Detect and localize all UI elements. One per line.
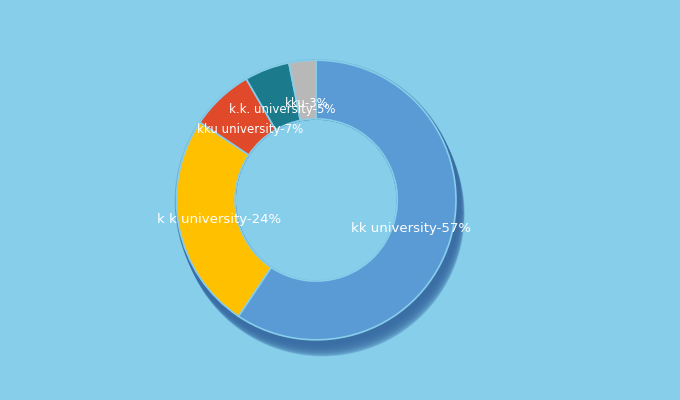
Text: kk university-57%: kk university-57% <box>352 222 471 235</box>
Polygon shape <box>180 69 462 352</box>
Wedge shape <box>289 60 316 120</box>
Polygon shape <box>180 70 463 353</box>
Polygon shape <box>177 63 460 346</box>
Polygon shape <box>181 73 464 356</box>
Polygon shape <box>181 72 463 354</box>
Text: kku university-7%: kku university-7% <box>197 122 303 136</box>
Polygon shape <box>177 64 460 347</box>
Text: kku-3%: kku-3% <box>285 97 328 110</box>
Polygon shape <box>176 61 458 344</box>
Wedge shape <box>239 60 456 340</box>
Polygon shape <box>175 60 458 343</box>
Wedge shape <box>176 122 271 316</box>
Polygon shape <box>176 62 459 345</box>
Polygon shape <box>178 66 461 348</box>
Polygon shape <box>179 68 462 351</box>
Text: k k university-24%: k k university-24% <box>156 213 281 226</box>
Wedge shape <box>246 63 301 130</box>
Wedge shape <box>200 79 275 155</box>
Circle shape <box>237 120 396 280</box>
Polygon shape <box>178 67 461 350</box>
Text: k.k. university-5%: k.k. university-5% <box>228 102 335 116</box>
